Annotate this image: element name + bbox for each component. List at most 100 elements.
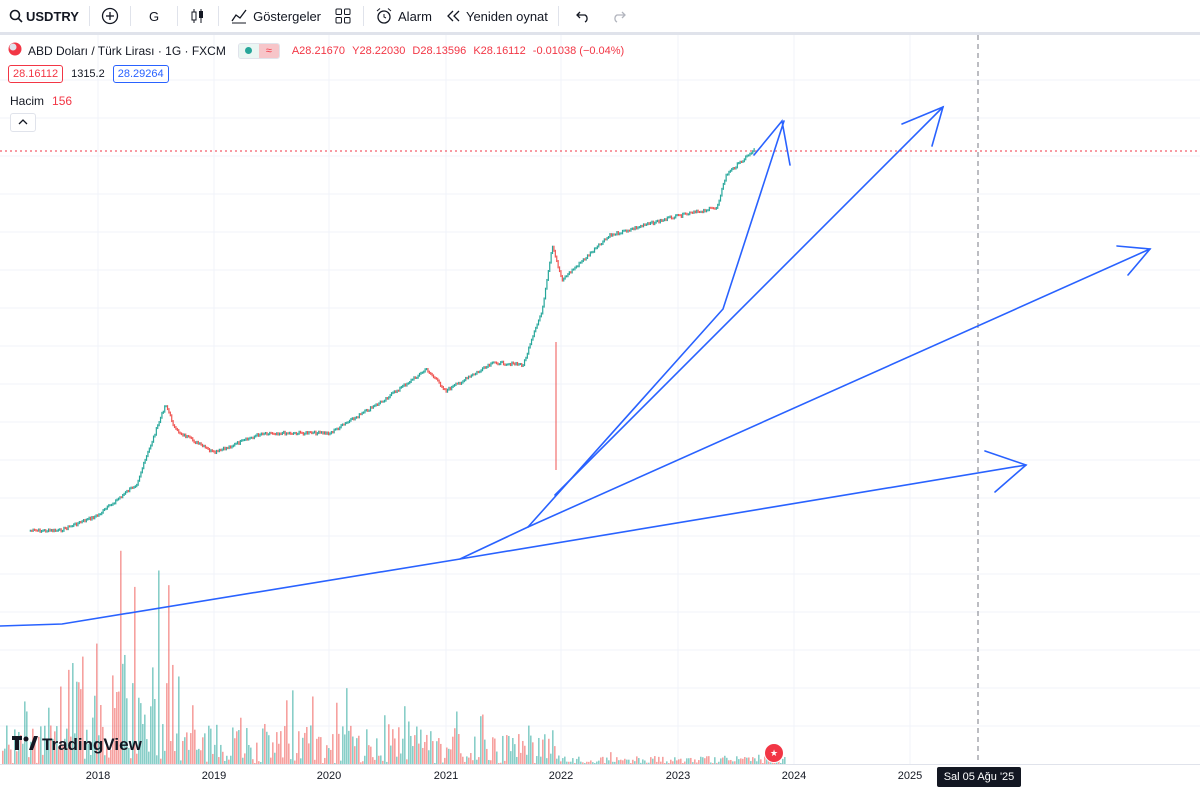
volume-bars [2,550,786,764]
x-tick: 2019 [201,770,227,782]
volume-bar [198,748,200,764]
volume-bar [384,715,386,764]
volume-bar [610,752,612,764]
volume-bar [54,731,56,764]
redo-button[interactable] [603,0,635,32]
volume-bar [624,758,626,764]
volume-bar [466,756,468,764]
volume-bar [742,758,744,764]
volume-bar [750,761,752,764]
volume-bar [340,760,342,764]
x-tick: 2020 [316,770,342,782]
volume-bar [238,730,240,764]
volume-bar [428,750,430,764]
volume-bar [182,740,184,764]
volume-bar [394,738,396,764]
market-status-badge[interactable]: ≈ [237,42,280,59]
time-axis[interactable]: 2018 2019 2020 2021 2022 2023 2024 2025 … [0,764,1200,789]
spread-value: 1315.2 [71,68,105,80]
compare-symbol-button[interactable] [94,0,126,32]
volume-bar [112,675,114,764]
volume-bar [698,760,700,764]
volume-bar [354,746,356,764]
volume-bar [676,760,678,764]
volume-bar [270,757,272,764]
volume-bar [674,757,676,764]
volume-bar [472,760,474,764]
volume-bar [92,717,94,764]
volume-bar [186,732,188,764]
volume-bar [308,743,310,764]
plus-circle-icon [100,6,120,26]
high-value: 28.22030 [359,44,406,57]
volume-bar [204,733,206,764]
volume-bar [764,756,766,764]
volume-bar [496,751,498,764]
volume-bar [342,726,344,764]
top-toolbar: USDTRY G Göstergeler Alarm [0,0,1200,35]
undo-button[interactable] [563,0,603,32]
volume-bar [162,724,164,764]
volume-bar [564,756,566,764]
volume-bar [106,744,108,764]
volume-bar [574,763,576,764]
volume-bar [154,699,156,764]
layout-templates-button[interactable] [327,0,359,32]
symbol-search-button[interactable]: USDTRY [0,0,85,32]
volume-bar [44,725,46,764]
volume-bar [184,737,186,764]
volume-bar [386,761,388,764]
replay-button[interactable]: Yeniden oynat [438,0,554,32]
alarm-button[interactable]: Alarm [368,0,438,32]
volume-bar [424,741,426,764]
collapse-legend-button[interactable] [10,113,36,132]
volume-bar [662,756,664,764]
volume-bar [570,761,572,764]
interval-button[interactable]: G [135,0,173,32]
volume-bar [654,756,656,764]
volume-bar [614,761,616,764]
volume-bar [452,736,454,764]
volume-bar [484,739,486,764]
ohlc-values: A28.21670 Y28.22030 D28.13596 K28.16112 … [291,44,625,57]
volume-bar [632,759,634,764]
volume-bar [740,758,742,764]
volume-bar [488,759,490,764]
price-chart[interactable] [0,35,1200,764]
divider [218,6,220,26]
indicators-button[interactable]: Göstergeler [223,0,327,32]
us-flag-event-icon[interactable]: ★ [764,743,784,763]
volume-bar [684,761,686,764]
tradingview-logo[interactable]: TradingView [12,735,142,755]
volume-bar [88,743,90,764]
chart-pane[interactable] [0,35,1200,764]
volume-bar [314,759,316,764]
volume-bar [508,735,510,764]
volume-bar [492,737,494,764]
volume-bar [400,753,402,764]
volume-bar [462,756,464,764]
series-title[interactable]: ABD Doları / Türk Lirası · 1G · FXCM [28,43,226,58]
volume-bar [568,761,570,764]
volume-bar [282,757,284,764]
volume-bar [532,742,534,764]
volume-bar [210,728,212,764]
volume-bar [692,762,694,764]
volume-bar [142,724,144,764]
chart-type-button[interactable] [182,0,214,32]
volume-bar [710,762,712,764]
volume-bar [678,759,680,764]
volume-bar [170,741,172,764]
volume-bar [174,751,176,764]
volume-bar [126,698,128,764]
volume-bar [754,758,756,764]
volume-bar [598,760,600,764]
volume-bar [596,761,598,764]
volume-bar [94,695,96,764]
volume-bar [232,727,234,764]
volume-bar [616,757,618,764]
buy-price-button[interactable]: 28.29264 [112,65,169,83]
sell-price-button[interactable]: 28.16112 [8,65,64,83]
volume-bar [392,729,394,764]
volume-bar [612,761,614,764]
